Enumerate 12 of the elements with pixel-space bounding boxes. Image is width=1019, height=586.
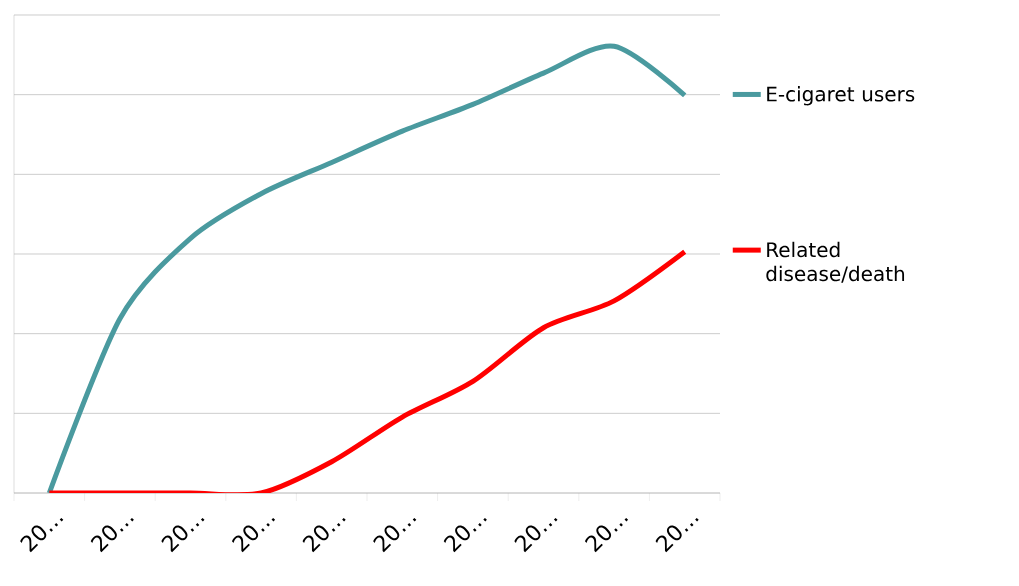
x-tick-label: 20… xyxy=(443,517,487,553)
x-tick-label: 20… xyxy=(655,517,699,553)
x-tick-label: 20… xyxy=(584,517,629,553)
x-tick-label: 20… xyxy=(373,517,417,553)
x-tick-label: 20… xyxy=(90,517,134,553)
x-tick-label: 20… xyxy=(231,517,276,553)
x-tick-label: 20… xyxy=(161,517,205,553)
x-tick-label: 20… xyxy=(302,517,346,553)
legend-label: Related disease/death xyxy=(766,241,905,283)
x-tick-label: 20… xyxy=(514,517,558,553)
legend-label: E-cigaret users xyxy=(767,86,915,106)
x-tick-label: 20… xyxy=(20,517,64,553)
